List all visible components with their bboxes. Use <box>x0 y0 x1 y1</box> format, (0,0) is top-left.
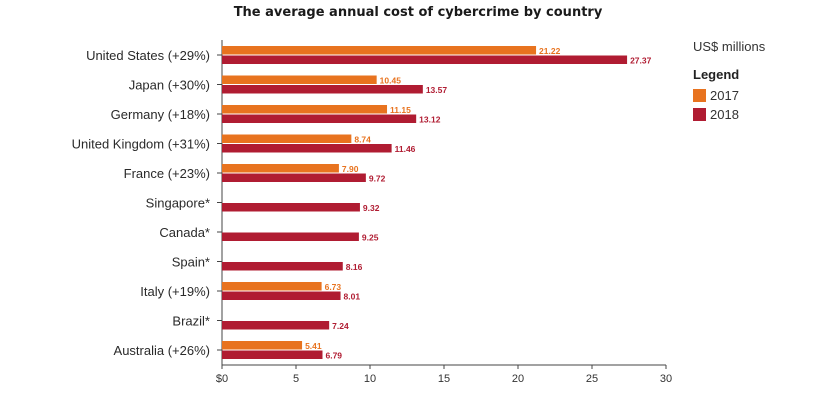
category-label-spain: Spain* <box>172 255 210 270</box>
bar-2018-united-states-29 <box>222 55 628 64</box>
x-tick-label: 20 <box>512 373 524 385</box>
data-label-2018-canada: 9.25 <box>362 233 379 243</box>
data-label-2017-australia-26: 5.41 <box>305 341 322 351</box>
legend-label-2017: 2017 <box>710 88 739 103</box>
category-label-singapore: Singapore* <box>146 196 210 211</box>
data-label-2018-italy-19: 8.01 <box>344 292 361 302</box>
data-label-2018-france-23: 9.72 <box>369 174 386 184</box>
bar-2018-germany-18 <box>222 114 417 123</box>
bar-2018-singapore <box>222 203 360 212</box>
category-label-italy-19: Italy (+19%) <box>140 284 210 299</box>
category-label-united-kingdom-31: United Kingdom (+31%) <box>72 137 210 152</box>
data-label-2018-brazil: 7.24 <box>332 321 349 331</box>
bar-2018-australia-26 <box>222 350 323 359</box>
legend-item-2017: 2017 <box>693 88 739 103</box>
bar-2017-united-kingdom-31 <box>222 134 352 143</box>
x-tick-label: 30 <box>660 373 672 385</box>
data-label-2018-germany-18: 13.12 <box>419 115 441 125</box>
bar-2018-brazil <box>222 321 330 330</box>
category-label-germany-18: Germany (+18%) <box>111 107 210 122</box>
category-label-australia-26: Australia (+26%) <box>114 343 210 358</box>
x-tick-label: 10 <box>364 373 376 385</box>
category-label-brazil: Brazil* <box>172 314 210 329</box>
legend-label-2018: 2018 <box>710 107 739 122</box>
data-label-2018-spain: 8.16 <box>346 262 363 272</box>
bar-2017-united-states-29 <box>222 46 537 55</box>
x-tick-label: 25 <box>586 373 598 385</box>
legend-swatch-2017 <box>693 89 706 102</box>
legend-swatch-2018 <box>693 108 706 121</box>
category-label-united-states-29: United States (+29%) <box>86 48 210 63</box>
category-label-japan-30: Japan (+30%) <box>129 78 210 93</box>
bar-2018-united-kingdom-31 <box>222 144 392 153</box>
chart-title: The average annual cost of cybercrime by… <box>233 5 603 20</box>
bar-2018-france-23 <box>222 173 366 182</box>
x-tick-label: 15 <box>438 373 450 385</box>
bar-2018-spain <box>222 262 343 271</box>
data-label-2018-japan-30: 13.57 <box>426 85 448 95</box>
data-label-2017-japan-30: 10.45 <box>380 76 402 86</box>
bar-2018-italy-19 <box>222 291 341 300</box>
data-label-2017-united-states-29: 21.22 <box>539 46 561 56</box>
data-label-2017-united-kingdom-31: 8.74 <box>354 135 371 145</box>
legend-title: Legend <box>693 67 740 82</box>
bar-2017-italy-19 <box>222 282 322 291</box>
bar-2018-canada <box>222 232 359 241</box>
bar-2017-germany-18 <box>222 105 388 114</box>
category-label-canada: Canada* <box>159 225 210 240</box>
data-label-2018-united-states-29: 27.37 <box>630 56 652 66</box>
units-label: US$ millions <box>693 39 766 54</box>
x-tick-label: 5 <box>293 373 299 385</box>
bar-2017-france-23 <box>222 164 339 173</box>
data-label-2017-germany-18: 11.15 <box>390 105 411 115</box>
category-label-france-23: France (+23%) <box>124 166 210 181</box>
bar-2017-australia-26 <box>222 341 303 350</box>
legend-item-2018: 2018 <box>693 107 739 122</box>
data-label-2017-france-23: 7.90 <box>342 164 359 174</box>
data-label-2018-singapore: 9.32 <box>363 203 380 213</box>
data-label-2018-australia-26: 6.79 <box>325 351 342 361</box>
data-label-2017-italy-19: 6.73 <box>325 282 342 292</box>
bar-2018-japan-30 <box>222 85 423 94</box>
bar-2017-japan-30 <box>222 75 377 84</box>
data-label-2018-united-kingdom-31: 11.46 <box>395 144 416 154</box>
x-tick-label: $0 <box>216 373 228 385</box>
